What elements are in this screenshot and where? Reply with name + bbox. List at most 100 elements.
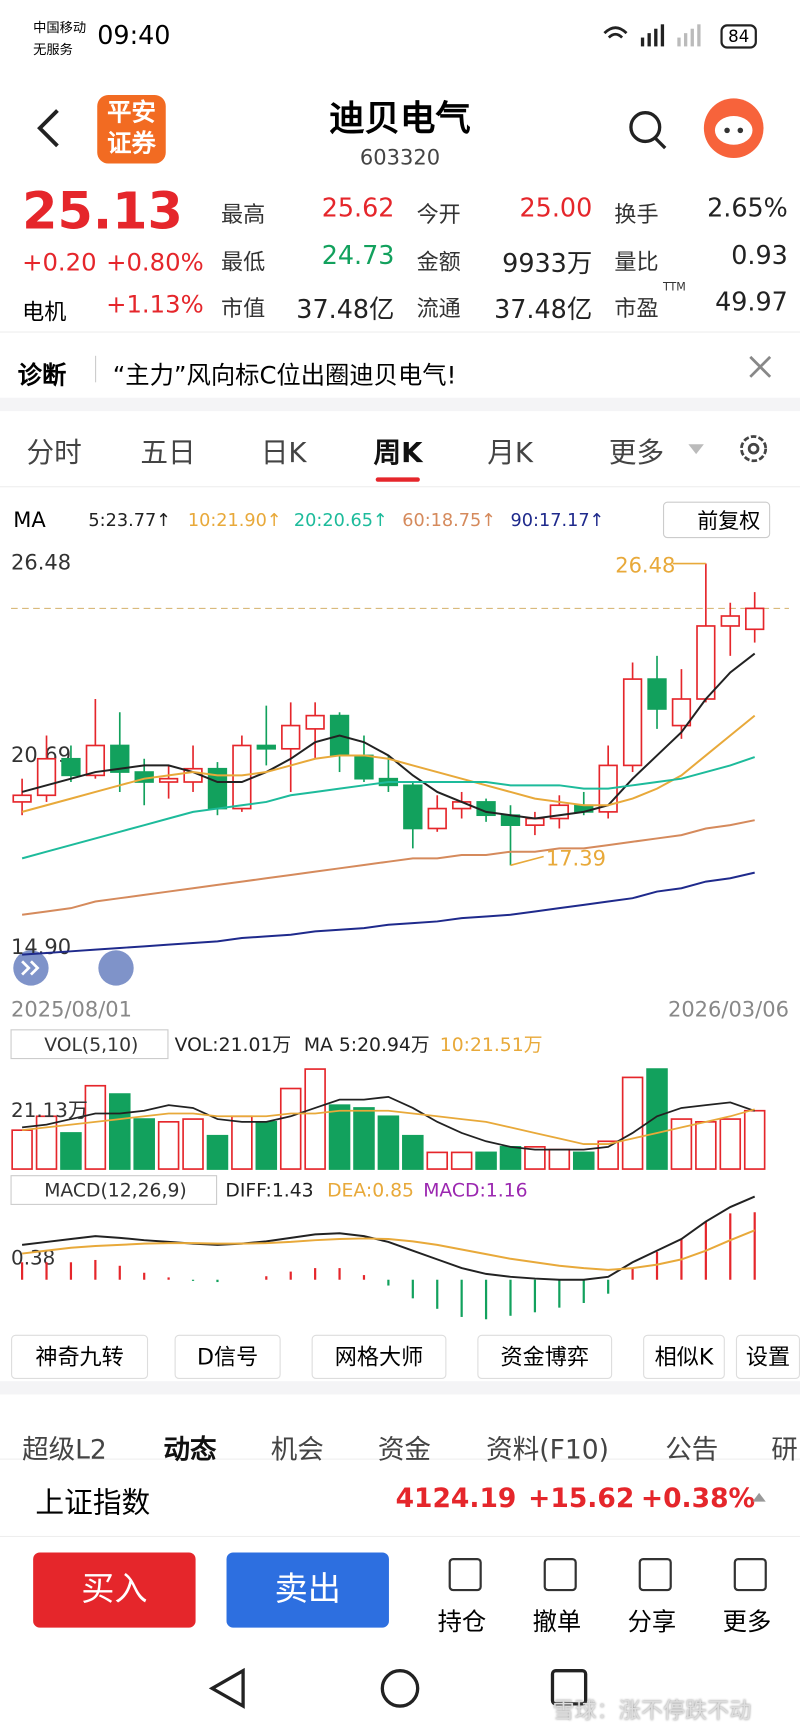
candle-body	[622, 678, 643, 767]
action-label[interactable]: 持仓	[437, 1608, 487, 1637]
ma-line	[22, 871, 755, 956]
buy-button[interactable]: 买入	[33, 1552, 196, 1628]
nav-button[interactable]	[98, 950, 134, 986]
stat-label: 流通	[416, 295, 461, 322]
volume-bar	[646, 1068, 668, 1170]
clock: 09:40	[97, 22, 171, 51]
ma-line	[21, 714, 756, 813]
divider	[0, 1535, 800, 1538]
logo-text: 证券	[107, 130, 156, 159]
info-tab[interactable]: 研	[771, 1434, 798, 1466]
volume-bar	[133, 1118, 155, 1170]
candle-body	[61, 757, 81, 777]
candle-body	[158, 777, 179, 783]
index-value: 4124.19	[395, 1482, 517, 1514]
settings-button[interactable]	[736, 431, 771, 466]
avatar[interactable]	[703, 97, 765, 159]
vol-title-box	[10, 1029, 169, 1060]
index-change: +15.62	[528, 1482, 635, 1514]
diff-label: DIFF:1.43	[225, 1181, 313, 1202]
action-icon	[448, 1558, 482, 1592]
period-tab[interactable]: 更多	[608, 436, 665, 469]
volume-bar	[377, 1115, 400, 1170]
stat-value: 37.48亿	[494, 296, 593, 325]
candle-body	[403, 784, 423, 830]
volume-bar	[60, 1132, 82, 1170]
search-button[interactable]	[625, 108, 669, 152]
tab-indicator	[375, 477, 420, 482]
index-name[interactable]: 上证指数	[35, 1487, 151, 1521]
info-tab[interactable]: 超级L2	[22, 1434, 107, 1466]
tool-button[interactable]: 网格大师	[311, 1334, 447, 1380]
close-button[interactable]	[747, 354, 774, 381]
stat-label: 今开	[416, 201, 461, 228]
candle-body	[36, 757, 57, 797]
action-icon	[638, 1558, 672, 1592]
diagnosis-text[interactable]: “主力”风向标C位出圈迪贝电气!	[112, 362, 457, 391]
action-icon	[733, 1558, 767, 1592]
candle-body	[745, 607, 765, 631]
volume-bar	[84, 1084, 107, 1170]
min-label: 17.39	[546, 846, 606, 870]
stat-value: 37.48亿	[296, 296, 395, 325]
divider	[0, 486, 800, 488]
action-label[interactable]: 更多	[722, 1608, 772, 1637]
info-tab[interactable]: 资金	[377, 1434, 431, 1466]
period-tab[interactable]: 分时	[26, 436, 82, 469]
ma-item: 60:18.75↑	[402, 509, 497, 531]
macd-title: MACD(12,26,9)	[44, 1181, 187, 1202]
tool-button[interactable]: D信号	[174, 1334, 281, 1380]
stat-label-sup: TTM	[662, 281, 686, 294]
stat-value: 25.00	[519, 194, 593, 224]
macd-title-box	[10, 1175, 218, 1205]
diff-line	[21, 1195, 756, 1281]
logo-text: 平安	[107, 99, 156, 128]
date-start: 2025/08/01	[11, 998, 132, 1022]
ma-line	[21, 819, 755, 916]
action-label[interactable]: 分享	[627, 1608, 677, 1637]
vol-ma-line	[21, 1095, 755, 1151]
price-change-pct: +0.80%	[106, 249, 204, 278]
vol-ma-line	[21, 1108, 755, 1145]
vol-label: VOL:21.01万	[175, 1035, 292, 1056]
tool-button[interactable]: 相似K	[643, 1334, 725, 1380]
tool-button[interactable]: 资金博弈	[477, 1334, 613, 1380]
info-tab[interactable]: 公告	[665, 1434, 719, 1466]
vol-ma10: 10:21.51万	[440, 1035, 543, 1056]
period-tab[interactable]: 月K	[487, 436, 534, 469]
spacer	[0, 1381, 800, 1395]
candle-body	[12, 794, 32, 803]
volume-bar	[304, 1068, 326, 1170]
stock-code: 603320	[359, 145, 441, 171]
period-tab[interactable]: 五日	[140, 436, 196, 469]
adjust-button[interactable]: 前复权	[662, 501, 771, 539]
candle-body	[354, 754, 374, 780]
candle-body	[256, 744, 276, 750]
vol-tick-label: 21.13万	[11, 1099, 88, 1122]
volume-bar	[499, 1146, 522, 1170]
back-button[interactable]	[33, 106, 66, 150]
nav-button[interactable]	[13, 950, 49, 986]
tool-button[interactable]: 设置	[735, 1334, 800, 1380]
index-pct: +0.38%	[640, 1482, 756, 1514]
stat-value: 25.62	[321, 194, 395, 224]
stat-label: 市值	[220, 295, 266, 322]
volume-bar	[328, 1104, 351, 1170]
tool-button[interactable]: 神奇九转	[11, 1334, 149, 1380]
expand-arrow[interactable]	[751, 1492, 766, 1503]
sell-button[interactable]: 卖出	[226, 1552, 389, 1628]
period-tab[interactable]: 日K	[260, 436, 307, 469]
info-tab[interactable]: 动态	[163, 1434, 217, 1466]
period-tab[interactable]: 周K	[373, 436, 423, 469]
divider	[0, 1458, 800, 1460]
info-tab[interactable]: 机会	[270, 1434, 324, 1466]
volume-bar	[353, 1107, 375, 1170]
stock-name: 迪贝电气	[329, 97, 471, 140]
divider	[95, 355, 97, 383]
action-label[interactable]: 撤单	[532, 1608, 582, 1637]
price-change: +0.20	[22, 249, 97, 278]
last-price: 25.13	[22, 181, 183, 241]
info-tab[interactable]: 资料(F10)	[486, 1434, 609, 1466]
